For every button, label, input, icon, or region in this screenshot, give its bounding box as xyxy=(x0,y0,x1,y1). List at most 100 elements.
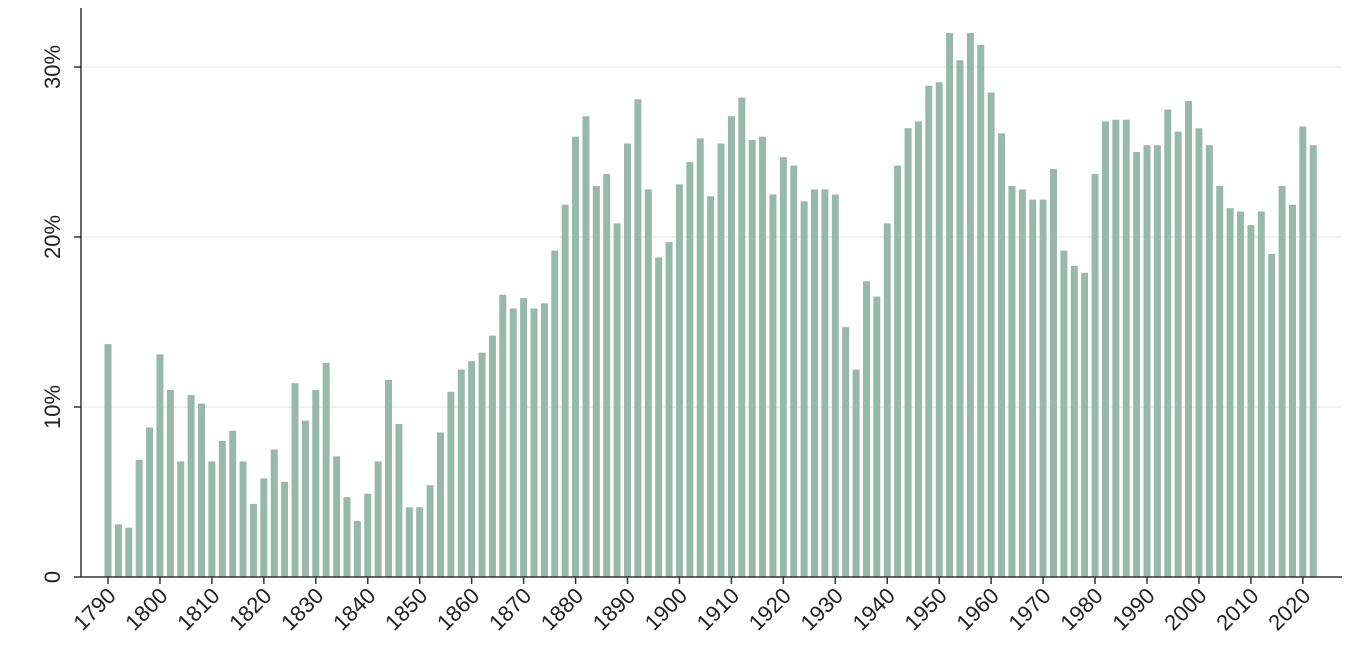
bar xyxy=(862,281,870,577)
bar xyxy=(135,459,143,577)
bar xyxy=(353,520,361,577)
bar xyxy=(561,204,569,577)
bar xyxy=(488,335,496,577)
bar xyxy=(1164,109,1172,577)
x-tick-label: 1980 xyxy=(1055,583,1107,635)
bar xyxy=(291,383,299,577)
bar xyxy=(312,390,320,577)
bar xyxy=(405,507,413,577)
bar xyxy=(572,136,580,577)
bar xyxy=(1039,199,1047,577)
bars xyxy=(104,33,1317,578)
bar xyxy=(416,507,424,577)
bar xyxy=(156,354,164,577)
bar xyxy=(717,143,725,577)
bar xyxy=(998,133,1006,578)
bar xyxy=(166,390,174,577)
bar xyxy=(655,257,663,577)
bar xyxy=(904,128,912,577)
x-tick-label: 1820 xyxy=(224,583,276,635)
bar xyxy=(1174,131,1182,577)
bar xyxy=(426,485,434,577)
x-ticks: 1790 1800 1810 1820 1830 1840 1850 1860 1870 1880… xyxy=(68,577,1315,635)
bar xyxy=(665,242,673,577)
bar xyxy=(229,430,237,577)
bar xyxy=(509,308,517,577)
bar xyxy=(831,194,839,577)
bar xyxy=(894,165,902,577)
y-tick-label: 10% xyxy=(40,385,65,429)
bar xyxy=(1309,145,1317,577)
bar xyxy=(1153,145,1161,577)
bar xyxy=(800,201,808,578)
x-tick-label: 1900 xyxy=(640,583,692,635)
bar xyxy=(925,85,933,577)
bar xyxy=(447,391,455,577)
bar xyxy=(1008,186,1016,577)
bar xyxy=(1288,204,1296,577)
bar xyxy=(270,449,278,577)
bar xyxy=(883,223,891,577)
x-tick-label: 1960 xyxy=(952,583,1004,635)
bar xyxy=(1226,208,1234,577)
bar xyxy=(842,327,850,577)
bar xyxy=(790,165,798,577)
bar xyxy=(395,424,403,577)
bar xyxy=(613,223,621,577)
bar xyxy=(1101,121,1109,578)
bar xyxy=(738,97,746,577)
bar xyxy=(1018,189,1026,577)
bar xyxy=(634,99,642,578)
bar xyxy=(260,478,268,577)
bar xyxy=(1060,250,1068,577)
bar xyxy=(582,116,590,578)
bar xyxy=(1237,211,1245,577)
bar xyxy=(281,481,289,577)
axes xyxy=(80,8,1342,578)
bar xyxy=(821,189,829,577)
x-tick-label: 1950 xyxy=(900,583,952,635)
x-tick-label: 1920 xyxy=(744,583,796,635)
bar xyxy=(873,296,881,577)
bar xyxy=(1257,211,1265,577)
bar xyxy=(603,174,611,577)
bar xyxy=(624,143,631,577)
bar xyxy=(1299,126,1307,577)
bar xyxy=(374,461,382,577)
x-tick-label: 1930 xyxy=(796,583,848,635)
bar xyxy=(551,250,559,577)
bar xyxy=(1195,128,1203,577)
bar xyxy=(1268,254,1276,577)
y-tick-label: 30% xyxy=(40,45,65,89)
x-tick-label: 1790 xyxy=(68,583,120,635)
bar xyxy=(146,427,154,577)
x-tick-label: 1800 xyxy=(120,583,172,635)
bar xyxy=(1216,186,1224,577)
x-tick-label: 1910 xyxy=(692,583,744,635)
bar xyxy=(478,352,486,577)
bar xyxy=(727,116,735,578)
x-tick-label: 1990 xyxy=(1107,583,1159,635)
bar xyxy=(1205,145,1213,577)
bar xyxy=(530,308,538,577)
bar xyxy=(198,403,206,577)
bar xyxy=(1112,119,1120,577)
bar xyxy=(385,379,393,577)
bar xyxy=(1029,199,1037,577)
bar xyxy=(468,361,476,577)
bar xyxy=(218,441,226,577)
bar xyxy=(1091,174,1099,577)
x-tick-label: 1850 xyxy=(380,583,432,635)
bar xyxy=(1070,265,1078,577)
bar xyxy=(1049,169,1057,577)
bar xyxy=(686,162,694,577)
x-tick-label: 1840 xyxy=(328,583,380,635)
x-tick-label: 1870 xyxy=(484,583,536,635)
bar xyxy=(322,362,330,577)
bar xyxy=(956,60,964,577)
x-tick-label: 1830 xyxy=(276,583,328,635)
bar xyxy=(1185,101,1193,577)
bar xyxy=(779,157,787,577)
